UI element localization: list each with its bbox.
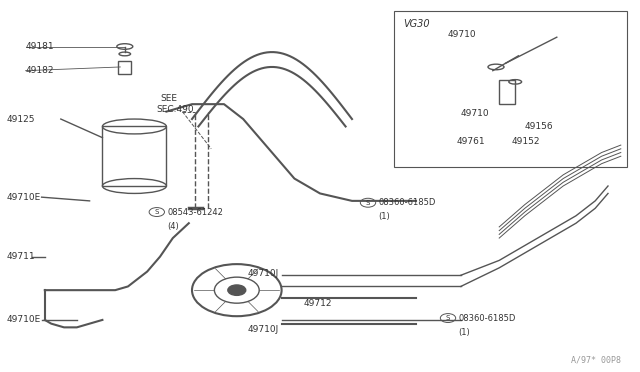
Text: 49710: 49710 [448,30,477,39]
Bar [394,11,627,167]
Text: 49156: 49156 [525,122,554,131]
Text: 49710: 49710 [461,109,490,118]
Text: 49181: 49181 [26,42,54,51]
Text: SEC.490: SEC.490 [157,105,195,114]
Text: 49711: 49711 [6,252,35,261]
Bar [102,126,166,186]
Text: 49152: 49152 [512,137,541,146]
Text: S: S [446,315,450,321]
Text: A/97* 00P8: A/97* 00P8 [571,356,621,365]
Text: 49710E: 49710E [6,315,41,324]
Text: 49125: 49125 [6,115,35,124]
Text: 49761: 49761 [456,137,484,146]
Text: S: S [366,200,370,206]
Text: 49710J: 49710J [247,269,278,278]
Text: 49710J: 49710J [247,325,278,334]
Text: (4): (4) [167,222,179,231]
Text: VG30: VG30 [403,19,430,29]
Circle shape [228,285,246,295]
Bar [499,80,515,104]
Text: 08543-61242: 08543-61242 [167,208,223,217]
Text: (1): (1) [378,212,390,221]
Text: 08360-6185D: 08360-6185D [378,198,436,207]
Text: S: S [155,209,159,215]
Text: 49710E: 49710E [6,193,41,202]
Text: 08360-6185D: 08360-6185D [458,314,516,323]
Text: SEE: SEE [160,94,177,103]
Text: (1): (1) [458,328,470,337]
Text: 49712: 49712 [304,299,333,308]
Bar [118,61,131,74]
Text: 49182: 49182 [26,66,54,75]
